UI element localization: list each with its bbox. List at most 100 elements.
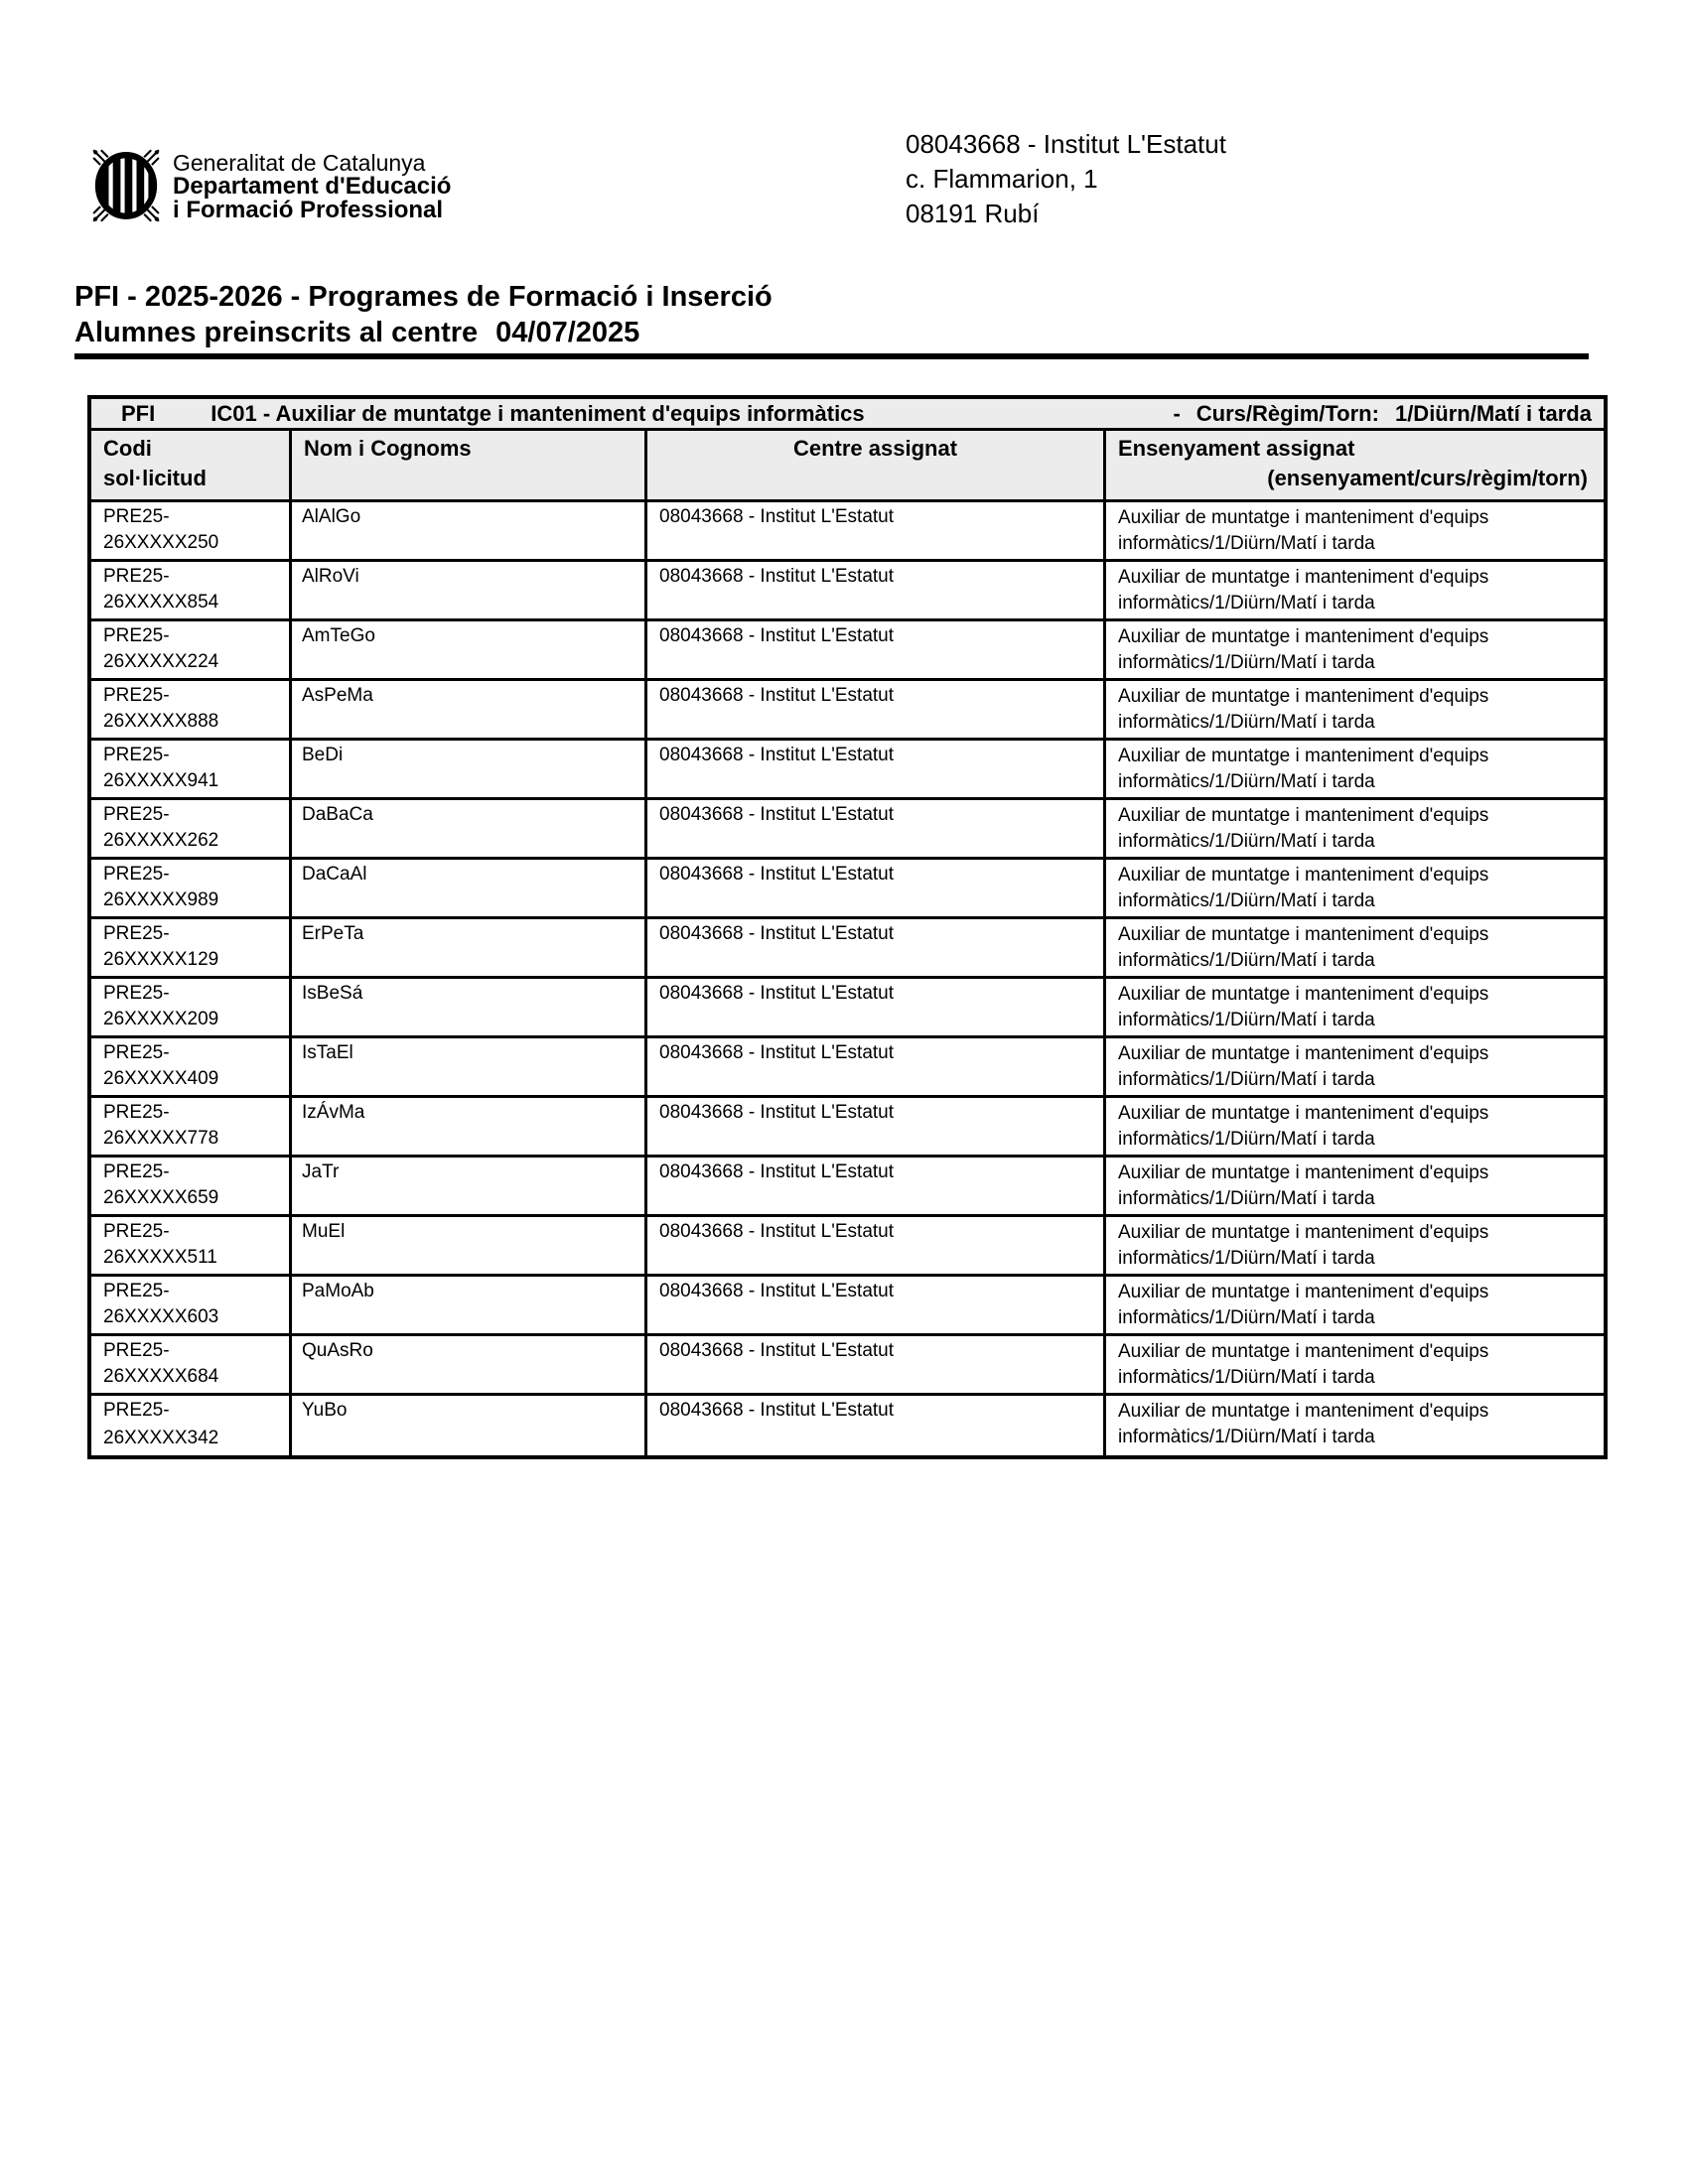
- cell-ensenyament: Auxiliar de muntatge i manteniment d'equ…: [1103, 681, 1604, 739]
- codi-number: 26XXXXX603: [103, 1306, 219, 1327]
- cell-codi-sollicitud: PRE25- 26XXXXX129: [91, 919, 289, 977]
- cell-centre: 08043668 - Institut L'Estatut: [644, 621, 1103, 679]
- cell-ensenyament: Auxiliar de muntatge i manteniment d'equ…: [1103, 502, 1604, 560]
- cell-codi-sollicitud: PRE25- 26XXXXX941: [91, 741, 289, 798]
- ensenyament-line2: informàtics/1/Diürn/Matí i tarda: [1118, 1188, 1375, 1209]
- table-row: PRE25- 26XXXXX659 JaTr 08043668 - Instit…: [91, 1158, 1604, 1217]
- ensenyament-line2: informàtics/1/Diürn/Matí i tarda: [1118, 950, 1375, 971]
- cell-centre: 08043668 - Institut L'Estatut: [644, 741, 1103, 798]
- codi-number: 26XXXXX888: [103, 711, 219, 732]
- cell-nom: IsBeSá: [289, 979, 644, 1036]
- codi-prefix: PRE25-: [103, 983, 170, 1004]
- codi-number: 26XXXXX989: [103, 889, 219, 910]
- codi-prefix: PRE25-: [103, 506, 170, 527]
- brand-line-3: i Formació Professional: [173, 197, 444, 223]
- ensenyament-line2: informàtics/1/Diürn/Matí i tarda: [1118, 1010, 1375, 1030]
- cell-centre: 08043668 - Institut L'Estatut: [644, 1277, 1103, 1334]
- codi-prefix: PRE25-: [103, 804, 170, 825]
- brand-line-1: Generalitat de Catalunya: [173, 150, 426, 176]
- ensenyament-line1: Auxiliar de muntatge i manteniment d'equ…: [1118, 1282, 1489, 1302]
- cell-ensenyament: Auxiliar de muntatge i manteniment d'equ…: [1103, 1396, 1604, 1455]
- codi-prefix: PRE25-: [103, 923, 170, 944]
- cell-ensenyament: Auxiliar de muntatge i manteniment d'equ…: [1103, 919, 1604, 977]
- table-row: PRE25- 26XXXXX209 IsBeSá 08043668 - Inst…: [91, 979, 1604, 1038]
- ensenyament-line1: Auxiliar de muntatge i manteniment d'equ…: [1118, 1103, 1489, 1124]
- column-header-codi-line1: Codi: [103, 436, 152, 461]
- cell-centre: 08043668 - Institut L'Estatut: [644, 681, 1103, 739]
- cell-ensenyament: Auxiliar de muntatge i manteniment d'equ…: [1103, 979, 1604, 1036]
- cell-centre: 08043668 - Institut L'Estatut: [644, 562, 1103, 619]
- table-row: PRE25- 26XXXXX511 MuEl 08043668 - Instit…: [91, 1217, 1604, 1277]
- cell-ensenyament: Auxiliar de muntatge i manteniment d'equ…: [1103, 1038, 1604, 1096]
- cell-nom: BeDi: [289, 741, 644, 798]
- table-row: PRE25- 26XXXXX250 AlAlGo 08043668 - Inst…: [91, 502, 1604, 562]
- ensenyament-line1: Auxiliar de muntatge i manteniment d'equ…: [1118, 567, 1489, 588]
- title-divider: [74, 353, 1589, 359]
- table-row: PRE25- 26XXXXX888 AsPeMa 08043668 - Inst…: [91, 681, 1604, 741]
- ensenyament-line1: Auxiliar de muntatge i manteniment d'equ…: [1118, 1043, 1489, 1064]
- table-row: PRE25- 26XXXXX603 PaMoAb 08043668 - Inst…: [91, 1277, 1604, 1336]
- cell-nom: PaMoAb: [289, 1277, 644, 1334]
- table-row: PRE25- 26XXXXX129 ErPeTa 08043668 - Inst…: [91, 919, 1604, 979]
- table-row: PRE25- 26XXXXX342 YuBo 08043668 - Instit…: [91, 1396, 1604, 1455]
- ensenyament-line1: Auxiliar de muntatge i manteniment d'equ…: [1118, 686, 1489, 707]
- ensenyament-line2: informàtics/1/Diürn/Matí i tarda: [1118, 1129, 1375, 1150]
- cell-codi-sollicitud: PRE25- 26XXXXX250: [91, 502, 289, 560]
- cell-ensenyament: Auxiliar de muntatge i manteniment d'equ…: [1103, 1217, 1604, 1275]
- cell-centre: 08043668 - Institut L'Estatut: [644, 860, 1103, 917]
- brand-block: Generalitat de Catalunya Departament d'E…: [91, 147, 451, 224]
- cell-nom: AsPeMa: [289, 681, 644, 739]
- centre-code-name: 08043668 - Institut L'Estatut: [906, 129, 1226, 159]
- table-row: PRE25- 26XXXXX989 DaCaAl 08043668 - Inst…: [91, 860, 1604, 919]
- column-header-nom: Nom i Cognoms: [289, 431, 644, 499]
- cell-nom: ErPeTa: [289, 919, 644, 977]
- ensenyament-line2: informàtics/1/Diürn/Matí i tarda: [1118, 771, 1375, 792]
- ensenyament-line2: informàtics/1/Diürn/Matí i tarda: [1118, 1367, 1375, 1388]
- centre-postal-city: 08191 Rubí: [906, 199, 1040, 228]
- preinscrits-table: PFI IC01 - Auxiliar de muntatge i manten…: [87, 395, 1608, 1459]
- cell-centre: 08043668 - Institut L'Estatut: [644, 919, 1103, 977]
- cell-ensenyament: Auxiliar de muntatge i manteniment d'equ…: [1103, 1098, 1604, 1156]
- codi-number: 26XXXXX224: [103, 651, 219, 672]
- cell-codi-sollicitud: PRE25- 26XXXXX209: [91, 979, 289, 1036]
- ensenyament-line1: Auxiliar de muntatge i manteniment d'equ…: [1118, 1341, 1489, 1362]
- cell-codi-sollicitud: PRE25- 26XXXXX262: [91, 800, 289, 858]
- cell-codi-sollicitud: PRE25- 26XXXXX342: [91, 1396, 289, 1455]
- cell-ensenyament: Auxiliar de muntatge i manteniment d'equ…: [1103, 741, 1604, 798]
- cell-nom: JaTr: [289, 1158, 644, 1215]
- cell-codi-sollicitud: PRE25- 26XXXXX224: [91, 621, 289, 679]
- ensenyament-line1: Auxiliar de muntatge i manteniment d'equ…: [1118, 924, 1489, 945]
- cell-codi-sollicitud: PRE25- 26XXXXX511: [91, 1217, 289, 1275]
- brand-line-2: Departament d'Educació: [173, 173, 452, 200]
- codi-number: 26XXXXX941: [103, 770, 219, 791]
- cell-codi-sollicitud: PRE25- 26XXXXX659: [91, 1158, 289, 1215]
- cell-centre: 08043668 - Institut L'Estatut: [644, 1396, 1103, 1455]
- column-header-ensenyament: Ensenyament assignat (ensenyament/curs/r…: [1103, 431, 1604, 499]
- title-date: 04/07/2025: [495, 317, 640, 348]
- ensenyament-line1: Auxiliar de muntatge i manteniment d'equ…: [1118, 984, 1489, 1005]
- cell-nom: DaBaCa: [289, 800, 644, 858]
- program-name: IC01 - Auxiliar de muntatge i mantenimen…: [211, 400, 865, 426]
- codi-number: 26XXXXX209: [103, 1009, 219, 1029]
- table-row: PRE25- 26XXXXX854 AlRoVi 08043668 - Inst…: [91, 562, 1604, 621]
- document-title: PFI - 2025-2026 - Programes de Formació …: [74, 279, 773, 350]
- cell-codi-sollicitud: PRE25- 26XXXXX888: [91, 681, 289, 739]
- cell-centre: 08043668 - Institut L'Estatut: [644, 1336, 1103, 1394]
- cell-nom: YuBo: [289, 1396, 644, 1455]
- cell-codi-sollicitud: PRE25- 26XXXXX778: [91, 1098, 289, 1156]
- cell-nom: QuAsRo: [289, 1336, 644, 1394]
- codi-prefix: PRE25-: [103, 1400, 170, 1421]
- title-subtitle: Alumnes preinscrits al centre: [74, 317, 479, 348]
- codi-number: 26XXXXX684: [103, 1366, 219, 1387]
- table-row: PRE25- 26XXXXX941 BeDi 08043668 - Instit…: [91, 741, 1604, 800]
- table-row: PRE25- 26XXXXX262 DaBaCa 08043668 - Inst…: [91, 800, 1604, 860]
- table-row: PRE25- 26XXXXX224 AmTeGo 08043668 - Inst…: [91, 621, 1604, 681]
- codi-prefix: PRE25-: [103, 1281, 170, 1301]
- codi-number: 26XXXXX511: [103, 1247, 217, 1268]
- ensenyament-line2: informàtics/1/Diürn/Matí i tarda: [1118, 890, 1375, 911]
- table-row: PRE25- 26XXXXX684 QuAsRo 08043668 - Inst…: [91, 1336, 1604, 1396]
- codi-prefix: PRE25-: [103, 685, 170, 706]
- codi-number: 26XXXXX409: [103, 1068, 219, 1089]
- cell-codi-sollicitud: PRE25- 26XXXXX989: [91, 860, 289, 917]
- codi-number: 26XXXXX342: [103, 1428, 219, 1448]
